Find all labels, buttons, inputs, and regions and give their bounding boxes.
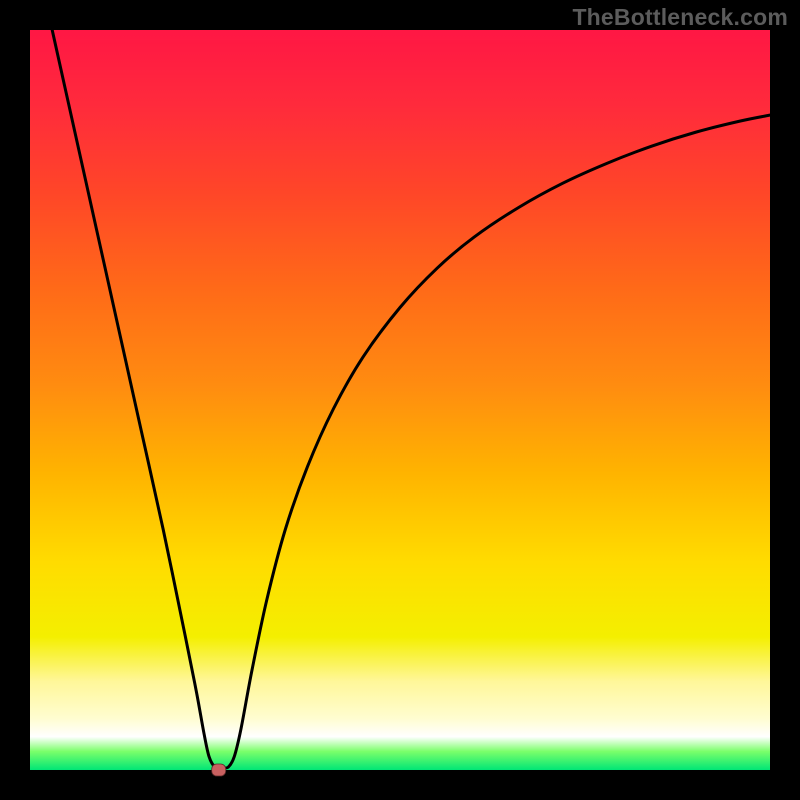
- plot-background: [30, 30, 770, 770]
- watermark-text: TheBottleneck.com: [572, 4, 788, 31]
- bottleneck-chart: [0, 0, 800, 800]
- minimum-marker: [212, 764, 226, 776]
- chart-container: { "watermark": { "text": "TheBottleneck.…: [0, 0, 800, 800]
